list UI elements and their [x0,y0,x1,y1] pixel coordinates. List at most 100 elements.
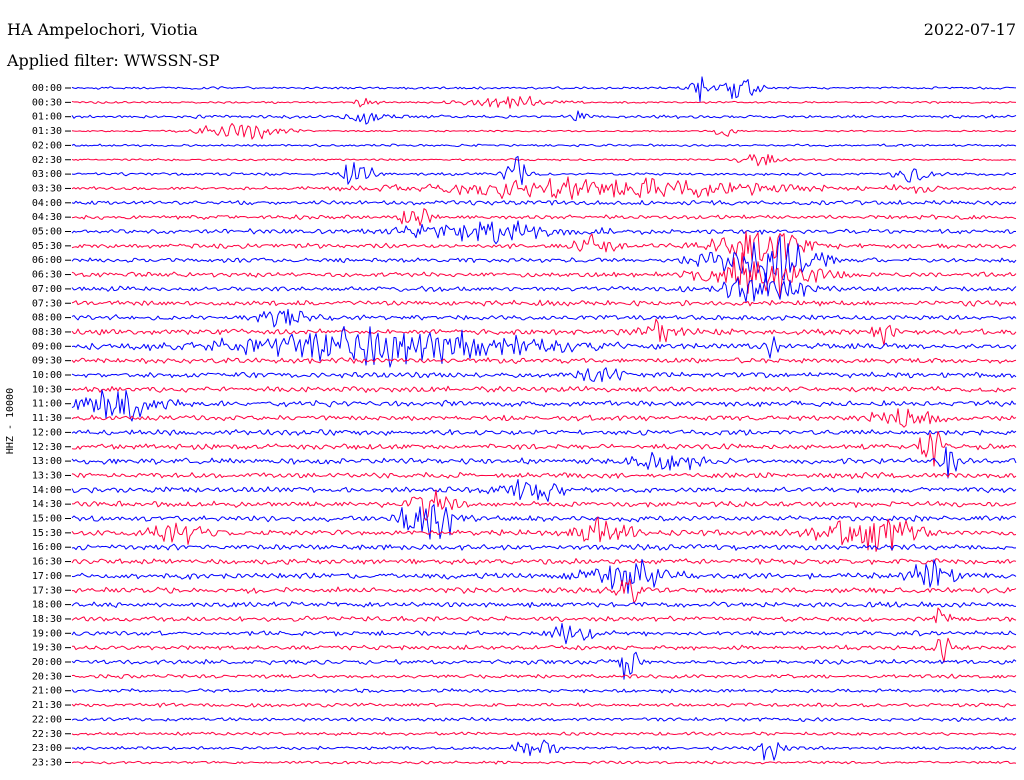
trace-time-label: 23:30 [32,757,62,768]
trace-time-label: 21:30 [32,700,62,711]
seismic-trace [71,471,1017,480]
trace-time-label: 13:30 [32,470,62,481]
trace-time-label: 07:00 [32,284,62,295]
trace-time-label: 20:30 [32,671,62,682]
trace-time-label: 13:00 [32,456,62,467]
trace-time-label: 03:00 [32,169,62,180]
seismic-trace [71,308,1017,328]
trace-time-label: 11:30 [32,413,62,424]
seismic-trace [71,673,1017,679]
seismic-trace [71,637,1017,663]
seismic-trace [71,446,1017,479]
seismic-trace [71,543,1017,551]
seismic-trace [71,95,1017,109]
trace-time-label: 22:30 [32,729,62,740]
seismic-trace [71,231,1017,262]
seismic-trace [71,199,1017,206]
trace-time-label: 06:30 [32,270,62,281]
trace-time-label: 18:30 [32,614,62,625]
seismic-trace [71,385,1017,393]
trace-time-label: 15:30 [32,528,62,539]
seismic-trace [71,367,1017,383]
trace-time-label: 07:30 [32,298,62,309]
seismic-trace [71,601,1017,608]
trace-time-label: 01:30 [32,126,62,137]
trace-time-label: 02:30 [32,155,62,166]
trace-time-label: 22:00 [32,714,62,725]
seismic-trace [71,235,1017,283]
seismic-trace [71,623,1017,645]
trace-time-label: 18:00 [32,600,62,611]
seismic-trace [71,731,1017,737]
station-title: HA Ampelochori, Viotia [7,20,198,39]
trace-time-label: 19:00 [32,628,62,639]
trace-time-label: 16:00 [32,542,62,553]
seismic-trace [71,607,1017,624]
seismic-trace [71,760,1017,765]
seismic-trace [71,578,1017,604]
trace-time-label: 02:00 [32,140,62,151]
seismic-trace [71,318,1017,346]
seismic-trace [71,702,1017,708]
date-label: 2022-07-17 [923,20,1016,39]
seismic-trace [71,651,1017,680]
trace-time-label: 17:30 [32,585,62,596]
trace-time-label: 04:30 [32,212,62,223]
seismic-trace [71,208,1017,226]
seismic-trace [71,688,1017,694]
seismic-trace [71,739,1017,761]
trace-time-label: 23:00 [32,743,62,754]
trace-time-label: 20:00 [32,657,62,668]
trace-time-label: 10:30 [32,384,62,395]
seismic-trace [71,489,1017,521]
trace-time-label: 12:00 [32,427,62,438]
seismic-trace [71,516,1017,552]
trace-time-label: 08:00 [32,313,62,324]
trace-time-label: 01:00 [32,112,62,123]
trace-time-label: 17:00 [32,571,62,582]
trace-time-label: 11:00 [32,399,62,410]
seismic-trace [71,155,1017,186]
seismic-trace [71,325,1017,368]
seismic-trace [71,429,1017,436]
seismic-trace [71,504,1017,540]
seismic-trace [71,143,1017,148]
trace-time-label: 14:00 [32,485,62,496]
seismic-trace [71,299,1017,307]
trace-time-label: 05:30 [32,241,62,252]
trace-time-label: 19:30 [32,643,62,654]
trace-time-label: 05:00 [32,227,62,238]
seismic-trace [71,272,1017,303]
filter-label: Applied filter: WWSSN-SP [7,51,220,70]
seismic-trace [71,357,1017,365]
seismic-trace [71,479,1017,502]
trace-time-label: 04:00 [32,198,62,209]
trace-time-label: 00:30 [32,97,62,108]
seismic-trace [71,558,1017,594]
trace-time-label: 09:00 [32,341,62,352]
trace-time-label: 03:30 [32,183,62,194]
trace-time-label: 10:00 [32,370,62,381]
seismic-trace [71,252,1017,298]
trace-time-label: 06:00 [32,255,62,266]
trace-time-label: 09:30 [32,356,62,367]
seismic-trace [71,76,1017,103]
seismic-trace [71,176,1017,200]
seismic-trace [71,716,1017,722]
trace-time-label: 14:30 [32,499,62,510]
trace-time-label: 15:00 [32,514,62,525]
seismic-trace [71,122,1017,140]
trace-time-label: 16:30 [32,557,62,568]
trace-time-label: 21:00 [32,686,62,697]
seismic-trace [71,558,1017,566]
trace-time-label: 08:30 [32,327,62,338]
trace-time-label: 12:30 [32,442,62,453]
seismic-trace [71,220,1017,245]
trace-time-label: 00:00 [32,83,62,94]
seismic-trace [71,389,1017,422]
seismic-trace [71,110,1017,125]
seismic-trace [71,154,1017,167]
seismic-trace [71,408,1017,428]
seismic-trace [71,430,1017,467]
